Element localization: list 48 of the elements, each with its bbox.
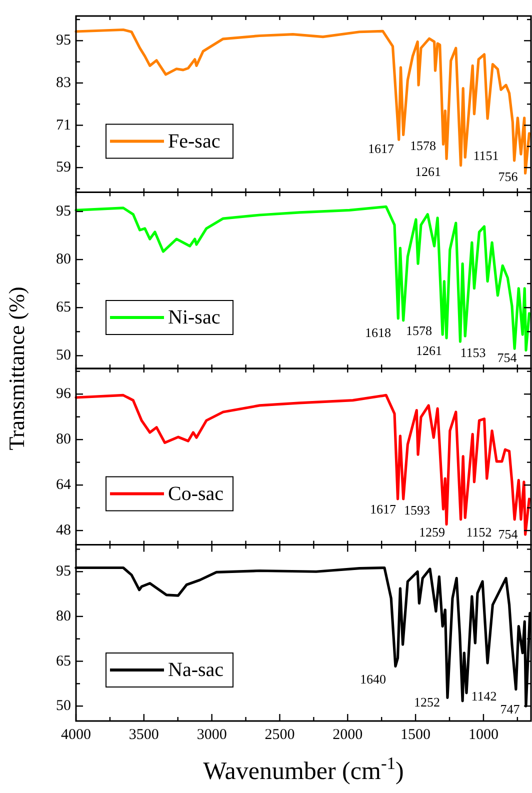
annotation: 1640 xyxy=(360,672,386,686)
y-tick-label: 95 xyxy=(56,32,71,49)
annotation: 756 xyxy=(498,168,518,184)
legend-label: Co-sac xyxy=(168,482,224,505)
annotation: 1617 xyxy=(368,140,394,156)
legend-label: Ni-sac xyxy=(168,306,220,328)
y-tick-label: 80 xyxy=(56,252,71,268)
y-tick-label: 95 xyxy=(56,203,71,220)
x-tick-label: 2500 xyxy=(264,727,295,743)
x-axis-title: Wavenumber (cm$^{-1}$) xyxy=(203,753,404,785)
annotation: 1142 xyxy=(471,688,497,704)
y-tick-label: 50 xyxy=(56,698,71,714)
annotation: 1153 xyxy=(460,345,486,360)
y-tick-label: 50 xyxy=(56,348,71,364)
annotation: 1261 xyxy=(416,343,442,358)
x-tick-label: 3500 xyxy=(128,727,159,743)
annotation: 1617 xyxy=(370,501,396,516)
y-tick-label: 65 xyxy=(56,300,71,316)
annotation: 754 xyxy=(498,526,518,542)
x-tick-label: 1000 xyxy=(468,727,498,743)
annotation: 1261 xyxy=(415,164,441,179)
annotation: 1593 xyxy=(404,502,430,518)
x-tick-label: 3000 xyxy=(196,727,227,743)
y-tick-label: 95 xyxy=(56,564,71,580)
y-tick-label: 65 xyxy=(56,653,71,670)
y-tick-label: 96 xyxy=(56,386,72,402)
annotation: 1578 xyxy=(406,323,432,338)
annotation: 1152 xyxy=(466,524,492,540)
legend-label: Na-sac xyxy=(168,659,224,681)
legend-label: Fe-sac xyxy=(168,130,220,152)
annotation: 1578 xyxy=(410,138,436,153)
x-tick-label: 2000 xyxy=(332,727,363,743)
y-axis-title: Transmittance (%) xyxy=(4,286,29,450)
y-tick-label: 48 xyxy=(56,522,71,539)
annotation: 1259 xyxy=(419,524,445,540)
y-tick-label: 80 xyxy=(56,608,71,624)
annotation: 1618 xyxy=(365,325,391,340)
y-tick-label: 71 xyxy=(56,117,71,134)
y-tick-label: 64 xyxy=(56,477,72,494)
y-tick-label: 80 xyxy=(56,432,71,448)
annotation: 754 xyxy=(497,350,518,365)
y-tick-label: 59 xyxy=(56,160,71,176)
x-tick-label: 4000 xyxy=(61,727,91,743)
y-tick-label: 83 xyxy=(56,74,71,91)
annotation: 1252 xyxy=(414,694,440,710)
x-tick-label: 1500 xyxy=(400,727,431,743)
annotation: 1151 xyxy=(473,148,499,163)
annotation: 747 xyxy=(500,702,520,716)
